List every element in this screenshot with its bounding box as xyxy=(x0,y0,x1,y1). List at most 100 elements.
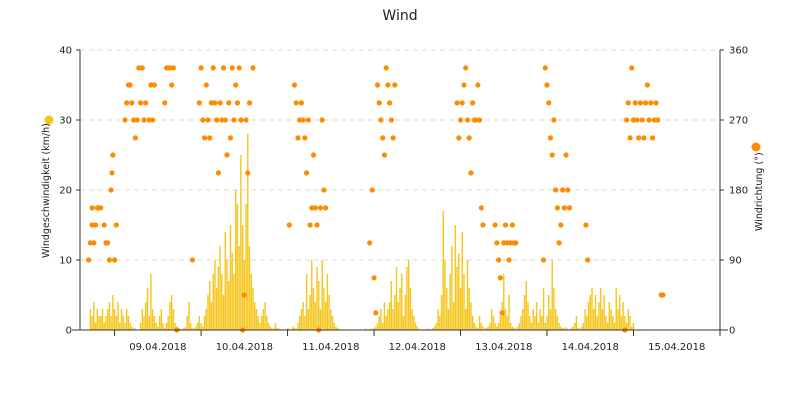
speed-bar xyxy=(527,302,529,330)
direction-point xyxy=(124,100,130,106)
speed-bar xyxy=(439,316,441,330)
speed-bar xyxy=(126,309,128,330)
direction-point xyxy=(317,205,324,211)
speed-bar xyxy=(250,274,252,330)
speed-bar xyxy=(627,309,630,330)
direction-point xyxy=(321,187,327,193)
direction-point xyxy=(236,65,242,71)
speed-bar xyxy=(127,316,130,330)
x-tick-label: 11.04.2018 xyxy=(302,342,359,353)
speed-bar xyxy=(485,327,488,330)
speed-bar xyxy=(222,295,225,330)
direction-point xyxy=(387,100,393,106)
direction-point xyxy=(205,117,211,123)
speed-bar xyxy=(553,288,555,330)
speed-bar xyxy=(558,323,560,330)
y-left-tick-label: 40 xyxy=(59,46,72,57)
direction-point xyxy=(229,65,235,71)
speed-bar xyxy=(449,274,451,330)
direction-point xyxy=(312,205,318,211)
speed-bar xyxy=(548,295,550,330)
speed-bar xyxy=(207,295,209,330)
direction-point xyxy=(497,275,503,281)
speed-bar xyxy=(520,316,522,330)
direction-point xyxy=(470,100,476,106)
speed-bar xyxy=(324,302,327,330)
speed-bar xyxy=(489,323,491,330)
speed-bar xyxy=(122,316,124,330)
direction-point xyxy=(106,257,113,263)
speed-bar xyxy=(302,302,304,330)
speed-bar xyxy=(584,309,586,330)
direction-point xyxy=(542,65,548,71)
direction-point xyxy=(655,117,661,123)
direction-point xyxy=(139,65,145,71)
speed-bar xyxy=(198,316,201,330)
speed-bar xyxy=(596,316,598,330)
speed-bar xyxy=(331,316,334,330)
speed-bar xyxy=(451,246,453,330)
speed-bar xyxy=(378,316,380,330)
speed-bar xyxy=(567,328,569,330)
speed-bar xyxy=(330,309,332,330)
speed-bar xyxy=(394,295,396,330)
speed-bar xyxy=(205,309,207,330)
direction-point xyxy=(234,100,241,106)
direction-point xyxy=(585,257,591,263)
speed-bar xyxy=(260,316,263,330)
speed-bar xyxy=(228,281,230,330)
direction-point xyxy=(224,152,230,158)
speed-bar xyxy=(191,327,194,330)
direction-point xyxy=(561,205,567,211)
direction-point xyxy=(217,100,223,106)
direction-point xyxy=(374,82,381,88)
speed-bar xyxy=(539,309,541,330)
speed-bar xyxy=(504,309,507,330)
speed-bar xyxy=(546,316,548,330)
speed-bar xyxy=(233,274,235,330)
speed-bar xyxy=(587,302,590,330)
direction-point xyxy=(286,222,292,228)
direction-point xyxy=(547,135,554,141)
speed-bar xyxy=(497,323,500,330)
direction-point xyxy=(634,117,640,123)
speed-bar xyxy=(314,302,316,330)
speed-bar xyxy=(203,316,206,330)
speed-bar xyxy=(240,155,242,330)
direction-point xyxy=(233,82,239,88)
x-tick-label: 15.04.2018 xyxy=(648,342,705,353)
direction-point xyxy=(215,170,221,176)
direction-point xyxy=(371,275,377,281)
y-right-tick-label: 180 xyxy=(729,186,748,197)
direction-point xyxy=(220,65,227,71)
speed-bar xyxy=(407,260,410,330)
speed-bar xyxy=(328,295,330,330)
speed-bar xyxy=(267,323,270,330)
speed-bar xyxy=(241,225,244,330)
direction-point xyxy=(101,222,107,228)
direction-point xyxy=(369,187,375,193)
speed-bar xyxy=(326,274,329,330)
speed-bar xyxy=(440,295,443,330)
direction-point xyxy=(551,117,557,123)
speed-bar xyxy=(307,309,310,330)
speed-bar xyxy=(165,323,168,330)
speed-bar xyxy=(465,309,467,330)
speed-bar xyxy=(151,309,154,330)
direction-point xyxy=(494,240,500,246)
speed-bar xyxy=(556,316,559,330)
direction-point xyxy=(456,135,462,141)
speed-bar xyxy=(254,302,256,330)
direction-point xyxy=(250,65,256,71)
speed-bar xyxy=(478,316,481,330)
speed-bar xyxy=(525,281,527,330)
speed-bar xyxy=(219,246,221,330)
speed-bar xyxy=(388,302,391,330)
direction-point xyxy=(231,117,237,123)
speed-bar xyxy=(288,328,290,330)
direction-point xyxy=(150,117,156,123)
speed-bar xyxy=(94,323,97,330)
speed-bar xyxy=(124,323,126,330)
y-right-tick-label: 270 xyxy=(729,116,748,127)
direction-point xyxy=(207,135,213,141)
